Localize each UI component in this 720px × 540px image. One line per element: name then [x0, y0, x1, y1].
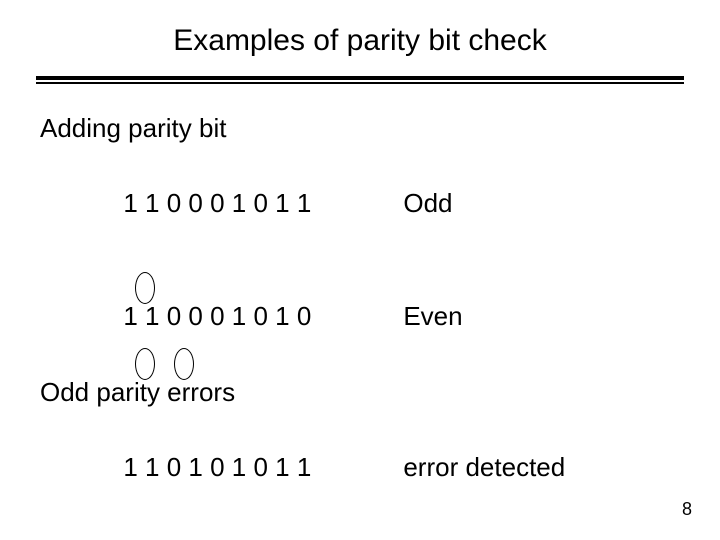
title-rule-thick	[36, 76, 684, 80]
section-heading-errors: Odd parity errors	[40, 374, 594, 412]
flip-circle-3	[174, 348, 194, 380]
parity-row-odd: 1 1 0 0 0 1 0 1 1Odd	[40, 148, 594, 261]
flip-circle-1	[135, 272, 155, 304]
title-rule-thin	[36, 82, 684, 84]
flip-circle-2	[135, 348, 155, 380]
content-block: Adding parity bit 1 1 0 0 0 1 0 1 1Odd 1…	[40, 110, 594, 540]
bits-odd: 1 1 0 0 0 1 0 1 1	[123, 185, 403, 223]
bits-even: 1 1 0 0 0 1 0 1 0	[123, 298, 403, 336]
slide: Examples of parity bit check Adding pari…	[0, 0, 720, 540]
bits-error-detected: 1 1 0 1 0 1 0 1 1	[123, 449, 403, 487]
label-odd: Odd	[403, 188, 452, 218]
parity-row-even: 1 1 0 0 0 1 0 1 0Even	[40, 261, 594, 374]
page-number: 8	[682, 499, 692, 520]
slide-title: Examples of parity bit check	[0, 24, 720, 58]
label-error-detected: error detected	[403, 452, 565, 482]
section-heading-adding: Adding parity bit	[40, 110, 594, 148]
label-even: Even	[403, 301, 462, 331]
parity-row-error-detected: 1 1 0 1 0 1 0 1 1error detected	[40, 412, 594, 525]
